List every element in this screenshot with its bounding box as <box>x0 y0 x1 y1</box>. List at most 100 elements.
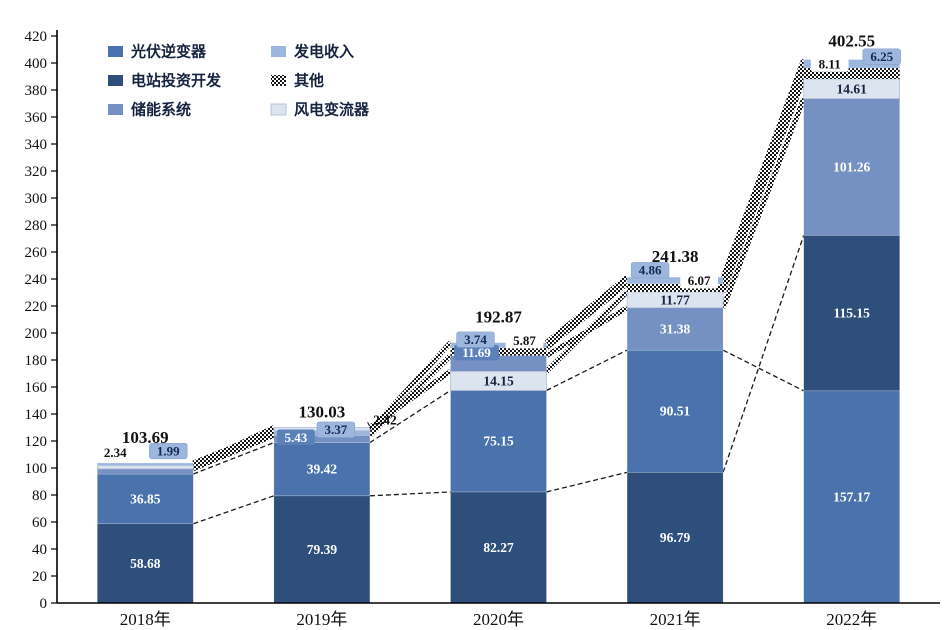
legend-swatch-储能系统 <box>108 104 123 115</box>
segment-value-label: 58.68 <box>130 556 161 571</box>
segment-value-label: 3.37 <box>325 422 348 437</box>
segment-value-label: 36.85 <box>130 491 161 506</box>
y-tick-label: 0 <box>40 596 48 612</box>
series-line-其他 <box>720 67 807 285</box>
segment-电站投资开发-2021年 <box>626 472 724 604</box>
y-tick-label: 140 <box>25 407 48 423</box>
segment-value-label: 14.61 <box>837 81 868 96</box>
series-line-电站投资开发 <box>369 491 451 497</box>
segment-value-label: 96.79 <box>660 530 691 545</box>
y-tick-label: 180 <box>25 353 48 369</box>
y-tick-label: 220 <box>25 299 48 315</box>
y-tick-label: 100 <box>25 461 48 477</box>
legend-label-其他: 其他 <box>294 72 324 90</box>
y-tick-label: 200 <box>25 326 48 342</box>
segment-风电变流器-2018年 <box>96 465 194 470</box>
y-tick-label: 20 <box>32 569 47 585</box>
segment-光伏逆变器-2021年 <box>626 349 724 473</box>
segment-value-label: 8.11 <box>819 56 841 71</box>
legend-label-储能系统: 储能系统 <box>131 101 191 119</box>
y-tick-label: 300 <box>25 191 48 207</box>
segment-value-label: 1.99 <box>157 444 180 459</box>
segment-储能系统-2022年 <box>803 98 900 236</box>
y-tick-label: 40 <box>32 542 47 558</box>
bar-total-label: 402.55 <box>828 32 875 51</box>
label-leader-line <box>366 420 372 430</box>
segment-value-label: 4.86 <box>639 263 662 278</box>
segment-value-label: 82.27 <box>483 540 514 555</box>
axes: 0 20 40 60 80 100 120 140 160 180 200 220 240 260 280 3… <box>25 29 940 629</box>
y-tick-label: 320 <box>25 164 48 180</box>
y-tick-label: 340 <box>25 137 48 153</box>
legend-label-光伏逆变器: 光伏逆变器 <box>130 43 207 61</box>
segment-储能系统-2021年 <box>626 307 724 351</box>
segment-label-box <box>96 444 135 461</box>
y-tick-label: 260 <box>25 245 48 261</box>
y-tick-label: 60 <box>32 515 47 531</box>
series-line-风电变流器 <box>544 290 629 374</box>
series-line-风电变流器 <box>368 369 452 430</box>
segment-光伏逆变器-2018年 <box>97 473 194 525</box>
segment-value-label: 79.39 <box>307 542 338 557</box>
segment-其他-2021年 <box>627 283 724 292</box>
bar-total-label: 103.69 <box>122 428 169 447</box>
segment-value-label: 75.15 <box>483 434 514 449</box>
series-line-其他 <box>544 281 629 350</box>
x-category-label: 2020年 <box>473 610 524 629</box>
series-line-储能系统 <box>720 97 807 309</box>
segment-储能系统-2018年 <box>97 468 194 475</box>
segment-电站投资开发-2019年 <box>273 495 371 604</box>
segment-label-box <box>277 429 315 446</box>
series-line-风电变流器 <box>192 425 275 468</box>
series-line-光伏逆变器 <box>546 349 628 392</box>
series-connector-lines <box>192 58 807 525</box>
bar-total-label: 241.38 <box>652 247 699 266</box>
x-category-label: 2018年 <box>120 610 171 629</box>
segment-发电收入-2021年 <box>626 276 724 284</box>
segment-value-label: 3.74 <box>464 332 487 347</box>
series-line-储能系统 <box>368 353 453 438</box>
series-line-风电变流器 <box>720 78 807 293</box>
bar-total-label: 192.87 <box>475 308 522 327</box>
legend-swatch-发电收入 <box>271 46 286 57</box>
segment-value-label: 2.42 <box>373 412 397 427</box>
segment-label-box <box>505 332 544 349</box>
legend-label-电站投资开发: 电站投资开发 <box>131 72 222 90</box>
segment-value-label: 5.43 <box>285 430 308 445</box>
legend-swatch-其他 <box>271 75 286 86</box>
y-tick-label: 160 <box>25 380 48 396</box>
segment-value-label: 2.34 <box>104 445 127 460</box>
series-line-电站投资开发 <box>546 471 628 493</box>
segment-value-label: 6.25 <box>870 49 893 64</box>
segment-value-label: 157.17 <box>833 489 870 504</box>
bars <box>96 59 901 604</box>
series-line-电站投资开发 <box>193 495 275 525</box>
segment-label-box <box>149 442 188 460</box>
y-tick-label: 80 <box>32 488 47 504</box>
segment-电站投资开发-2018年 <box>97 523 194 604</box>
segment-label-box <box>454 344 499 361</box>
legend-swatch-电站投资开发 <box>108 75 123 86</box>
segment-value-label: 5.87 <box>513 333 536 348</box>
y-tick-label: 360 <box>25 110 48 126</box>
y-tick-label: 120 <box>25 434 48 450</box>
bar-total-label: 130.03 <box>299 402 346 421</box>
series-line-光伏逆变器 <box>193 442 275 475</box>
y-tick-label: 380 <box>25 83 48 99</box>
segment-value-label: 11.69 <box>462 345 491 360</box>
segment-label-box <box>862 48 901 65</box>
segment-value-label: 101.26 <box>833 160 870 175</box>
segment-label-box <box>316 421 356 438</box>
segment-label-box <box>456 331 495 348</box>
legend-label-发电收入: 发电收入 <box>293 43 354 61</box>
series-line-发电收入 <box>544 275 629 345</box>
segment-光伏逆变器-2020年 <box>450 390 547 493</box>
series-line-电站投资开发 <box>722 235 805 473</box>
legend-swatch-风电变流器 <box>270 103 287 116</box>
segment-电站投资开发-2020年 <box>450 491 547 604</box>
segment-发电收入-2018年 <box>97 462 194 466</box>
